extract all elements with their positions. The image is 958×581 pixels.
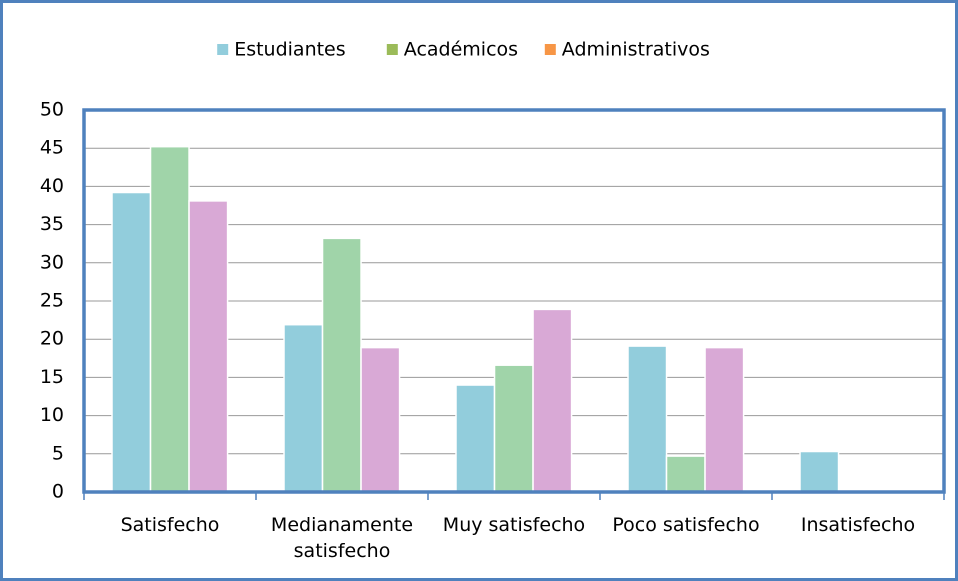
y-tick-label: 0 bbox=[52, 481, 64, 503]
legend-swatch bbox=[544, 44, 556, 55]
bar bbox=[360, 346, 401, 493]
bar bbox=[149, 145, 190, 493]
y-tick-label: 50 bbox=[40, 99, 64, 121]
bar bbox=[111, 191, 152, 493]
bar bbox=[704, 346, 745, 493]
x-tick-label: Satisfecho bbox=[120, 514, 220, 536]
bar bbox=[283, 323, 324, 493]
y-tick-label: 35 bbox=[40, 213, 64, 235]
legend-swatch bbox=[217, 44, 229, 55]
x-tick-label: Muy satisfecho bbox=[442, 514, 586, 536]
plot-border bbox=[82, 108, 946, 494]
legend-label: Estudiantes bbox=[234, 39, 345, 61]
bar bbox=[455, 384, 496, 493]
y-tick-label: 10 bbox=[40, 404, 64, 426]
legend-swatch bbox=[386, 44, 398, 55]
y-tick-label: 5 bbox=[52, 442, 64, 464]
bar bbox=[665, 455, 706, 493]
x-tick-label: Poco satisfecho bbox=[612, 514, 760, 536]
legend-label: Académicos bbox=[404, 39, 518, 61]
y-tick-label: 20 bbox=[40, 328, 64, 350]
y-tick-label: 25 bbox=[40, 290, 64, 312]
y-tick-label: 30 bbox=[40, 251, 64, 273]
bar bbox=[532, 308, 573, 493]
x-tick-label: Medianamente satisfecho bbox=[270, 514, 414, 562]
legend-label: Administrativos bbox=[562, 39, 710, 61]
x-tick-label: Insatisfecho bbox=[800, 514, 916, 536]
y-tick-label: 40 bbox=[40, 175, 64, 197]
bar bbox=[188, 200, 229, 493]
bar bbox=[627, 345, 668, 493]
bar bbox=[321, 237, 362, 493]
bar bbox=[493, 364, 534, 493]
bar bbox=[799, 450, 840, 493]
y-tick-label: 15 bbox=[40, 366, 64, 388]
y-tick-label: 45 bbox=[40, 137, 64, 159]
